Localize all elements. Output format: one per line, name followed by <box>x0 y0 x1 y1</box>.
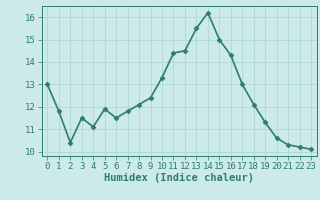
X-axis label: Humidex (Indice chaleur): Humidex (Indice chaleur) <box>104 173 254 183</box>
